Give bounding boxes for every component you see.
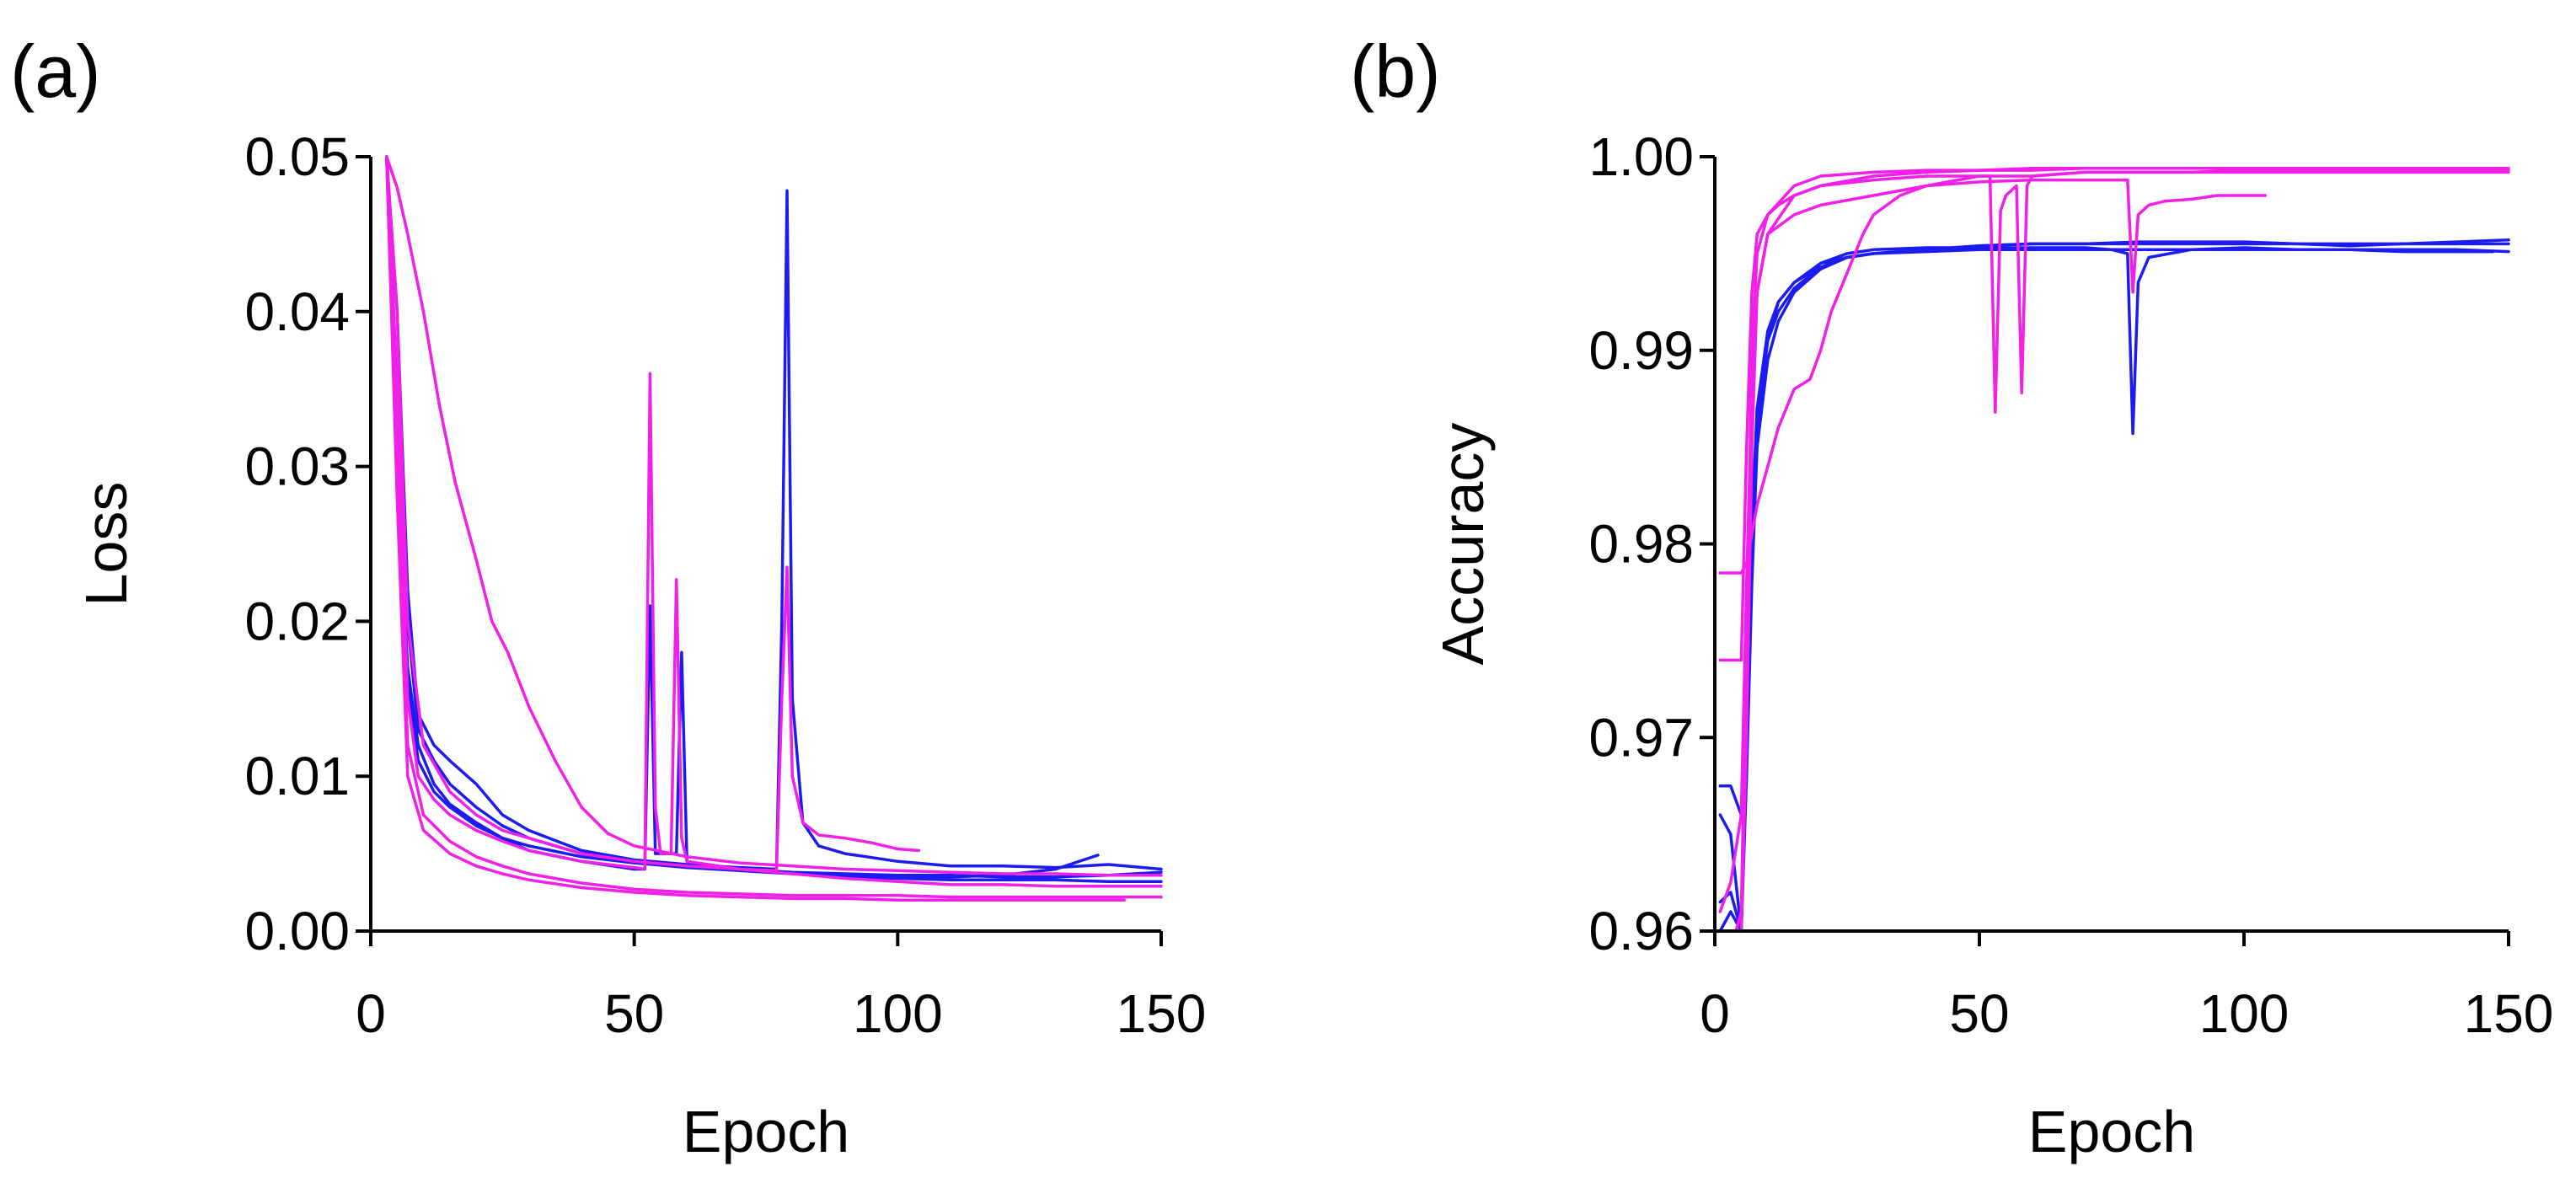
x-tick-label: 50 [1949,983,2009,1044]
x-tick-label: 100 [2199,983,2289,1044]
series-line-magenta-2 [385,155,1163,888]
y-tick-label: 0.00 [244,901,350,961]
y-tick-label: 0.99 [1588,320,1694,381]
panel-b: (b) 0.96 0.97 0.98 0.99 1.00 0 50 100 150 Epoch Ac… [1350,29,2553,1164]
series-line-magenta-2 [1718,169,2510,662]
x-axis-title: Epoch [683,1099,849,1164]
series-line-blue-4 [1718,248,2494,933]
series-line-blue-4 [385,155,1100,879]
x-tick-label: 50 [604,983,664,1044]
plot-area [385,155,1163,902]
series-line-magenta-5 [385,155,1126,902]
x-tick-label: 150 [1117,983,1207,1044]
y-tick-label: 0.97 [1588,707,1694,768]
plot-area [1718,167,2510,933]
series-line-blue-3 [1718,238,2510,933]
y-axis-title: Loss [73,482,139,607]
y-tick-label: 0.05 [244,126,350,187]
y-tick-label: 0.98 [1588,514,1694,575]
series-line-blue-3 [385,155,1163,871]
series-line-blue-2 [1718,246,2510,933]
panel-label-b: (b) [1350,29,1441,113]
y-axis-title: Accuracy [1430,423,1496,666]
series-line-magenta-1 [385,155,1163,877]
series-line-magenta-1 [1718,170,2510,575]
x-tick-label: 150 [2464,983,2554,1044]
panel-a: (a) 0.00 0.01 0.02 0.03 0.04 0.05 0 50 100 150 Epo… [10,29,1206,1164]
series-line-magenta-3 [385,155,921,873]
x-tick-label: 0 [1700,983,1730,1044]
x-axis-title: Epoch [2028,1099,2195,1164]
series-line-blue-2 [385,155,1163,883]
y-tick-label: 0.02 [244,591,350,651]
y-tick-label: 0.04 [244,281,350,342]
panel-label-a: (a) [10,29,101,113]
series-line-magenta-4 [1734,167,2510,933]
y-tick-label: 0.03 [244,436,350,497]
series-line-magenta-5 [1739,167,2473,933]
series-line-blue-1 [385,155,1163,879]
y-tick-label: 1.00 [1588,126,1694,187]
series-line-magenta-4 [385,155,1163,899]
y-tick-label: 0.96 [1588,901,1694,961]
x-tick-label: 100 [853,983,943,1044]
x-tick-label: 0 [356,983,386,1044]
series-line-blue-1 [1718,242,2510,816]
y-tick-label: 0.01 [244,746,350,806]
